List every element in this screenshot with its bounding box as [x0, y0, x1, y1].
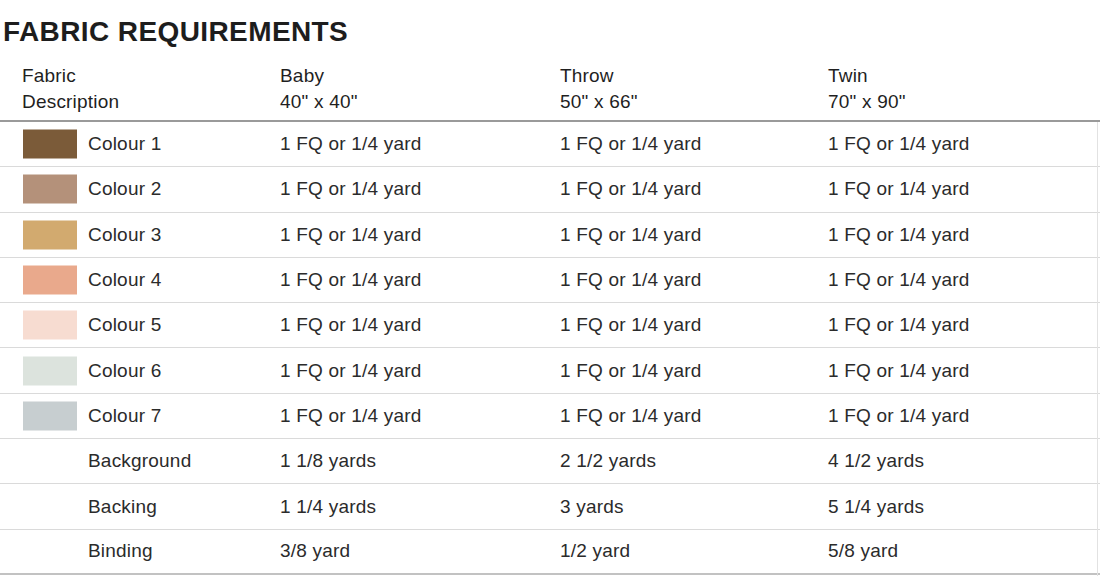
fabric-color-swatch: [23, 175, 77, 204]
baby-requirement: 3/8 yard: [280, 540, 560, 562]
table-row: Colour 5 1 FQ or 1/4 yard 1 FQ or 1/4 ya…: [0, 303, 1100, 348]
column-header-line: Baby: [280, 63, 560, 89]
table-row: Colour 6 1 FQ or 1/4 yard 1 FQ or 1/4 ya…: [0, 348, 1100, 393]
fabric-label: Colour 6: [88, 360, 161, 382]
fabric-description-cell: Colour 1: [0, 122, 280, 166]
fabric-label: Colour 5: [88, 314, 161, 336]
baby-requirement: 1 FQ or 1/4 yard: [280, 360, 560, 382]
twin-requirement: 4 1/2 yards: [828, 450, 1100, 472]
twin-requirement: 5 1/4 yards: [828, 496, 1100, 518]
twin-requirement: 1 FQ or 1/4 yard: [828, 405, 1100, 427]
baby-requirement: 1 1/8 yards: [280, 450, 560, 472]
baby-requirement: 1 FQ or 1/4 yard: [280, 133, 560, 155]
column-header-line: 40" x 40": [280, 89, 560, 115]
fabric-color-swatch: [23, 266, 77, 295]
fabric-description-cell: Colour 3: [0, 213, 280, 257]
table-row: Binding 3/8 yard 1/2 yard 5/8 yard: [0, 530, 1100, 575]
throw-requirement: 1 FQ or 1/4 yard: [560, 133, 828, 155]
throw-requirement: 2 1/2 yards: [560, 450, 828, 472]
baby-requirement: 1 FQ or 1/4 yard: [280, 224, 560, 246]
fabric-color-swatch: [23, 356, 77, 385]
column-header-line: Description: [22, 89, 280, 115]
fabric-description-cell: Background: [0, 439, 280, 483]
column-header-line: 70" x 90": [828, 89, 1100, 115]
fabric-requirements-table: Fabric Description Baby 40" x 40" Throw …: [0, 58, 1100, 575]
throw-requirement: 1 FQ or 1/4 yard: [560, 224, 828, 246]
table-row: Colour 4 1 FQ or 1/4 yard 1 FQ or 1/4 ya…: [0, 258, 1100, 303]
throw-requirement: 1 FQ or 1/4 yard: [560, 269, 828, 291]
fabric-color-swatch: [23, 130, 77, 159]
column-header-twin: Twin 70" x 90": [828, 58, 1100, 120]
table-row: Background 1 1/8 yards 2 1/2 yards 4 1/2…: [0, 439, 1100, 484]
throw-requirement: 3 yards: [560, 496, 828, 518]
table-row: Colour 7 1 FQ or 1/4 yard 1 FQ or 1/4 ya…: [0, 394, 1100, 439]
page-title: FABRIC REQUIREMENTS: [3, 16, 348, 48]
twin-requirement: 1 FQ or 1/4 yard: [828, 314, 1100, 336]
fabric-description-cell: Colour 2: [0, 167, 280, 211]
column-header-fabric-description: Fabric Description: [0, 58, 280, 120]
fabric-label: Backing: [88, 496, 157, 518]
throw-requirement: 1/2 yard: [560, 540, 828, 562]
table-row: Backing 1 1/4 yards 3 yards 5 1/4 yards: [0, 484, 1100, 529]
fabric-description-cell: Backing: [0, 484, 280, 528]
twin-requirement: 1 FQ or 1/4 yard: [828, 269, 1100, 291]
column-header-line: Throw: [560, 63, 828, 89]
fabric-description-cell: Binding: [0, 530, 280, 573]
table-header: Fabric Description Baby 40" x 40" Throw …: [0, 58, 1100, 122]
column-header-baby: Baby 40" x 40": [280, 58, 560, 120]
throw-requirement: 1 FQ or 1/4 yard: [560, 405, 828, 427]
page-edge-line: [1097, 122, 1099, 576]
fabric-label: Colour 2: [88, 178, 161, 200]
fabric-color-swatch: [23, 220, 77, 249]
fabric-description-cell: Colour 4: [0, 258, 280, 302]
twin-requirement: 1 FQ or 1/4 yard: [828, 178, 1100, 200]
fabric-description-cell: Colour 6: [0, 348, 280, 392]
fabric-color-swatch: [23, 311, 77, 340]
column-header-line: Twin: [828, 63, 1100, 89]
column-header-line: 50" x 66": [560, 89, 828, 115]
table-row: Colour 1 1 FQ or 1/4 yard 1 FQ or 1/4 ya…: [0, 122, 1100, 167]
baby-requirement: 1 FQ or 1/4 yard: [280, 178, 560, 200]
twin-requirement: 1 FQ or 1/4 yard: [828, 360, 1100, 382]
fabric-label: Colour 4: [88, 269, 161, 291]
throw-requirement: 1 FQ or 1/4 yard: [560, 360, 828, 382]
twin-requirement: 1 FQ or 1/4 yard: [828, 224, 1100, 246]
twin-requirement: 1 FQ or 1/4 yard: [828, 133, 1100, 155]
baby-requirement: 1 FQ or 1/4 yard: [280, 269, 560, 291]
fabric-label: Colour 3: [88, 224, 161, 246]
fabric-description-cell: Colour 7: [0, 394, 280, 438]
column-header-throw: Throw 50" x 66": [560, 58, 828, 120]
table-row: Colour 3 1 FQ or 1/4 yard 1 FQ or 1/4 ya…: [0, 213, 1100, 258]
fabric-label: Binding: [88, 540, 153, 562]
twin-requirement: 5/8 yard: [828, 540, 1100, 562]
baby-requirement: 1 1/4 yards: [280, 496, 560, 518]
fabric-color-swatch: [23, 401, 77, 430]
column-header-line: Fabric: [22, 63, 280, 89]
baby-requirement: 1 FQ or 1/4 yard: [280, 314, 560, 336]
throw-requirement: 1 FQ or 1/4 yard: [560, 178, 828, 200]
fabric-description-cell: Colour 5: [0, 303, 280, 347]
throw-requirement: 1 FQ or 1/4 yard: [560, 314, 828, 336]
fabric-label: Colour 7: [88, 405, 161, 427]
baby-requirement: 1 FQ or 1/4 yard: [280, 405, 560, 427]
table-row: Colour 2 1 FQ or 1/4 yard 1 FQ or 1/4 ya…: [0, 167, 1100, 212]
fabric-label: Background: [88, 450, 191, 472]
fabric-label: Colour 1: [88, 133, 161, 155]
table-body: Colour 1 1 FQ or 1/4 yard 1 FQ or 1/4 ya…: [0, 122, 1100, 575]
